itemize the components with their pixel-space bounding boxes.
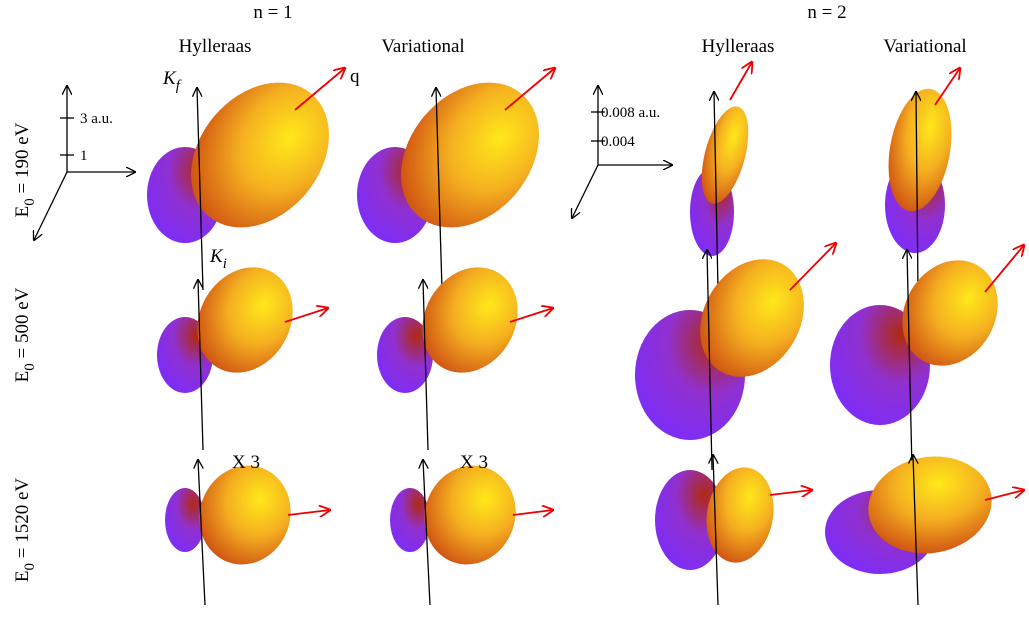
vector-label: q [350, 66, 360, 87]
scale-label: 0.004 [601, 134, 635, 150]
row-rest: = 500 eV [12, 287, 33, 363]
column-group: n = 2 [807, 2, 846, 23]
row-rest: = 1520 eV [12, 478, 33, 563]
axis-triad [34, 86, 672, 240]
factor-label: X 3 [232, 452, 260, 473]
q-vector [935, 68, 960, 105]
q-vector [790, 243, 836, 290]
row-sub: 0 [22, 563, 38, 571]
column-header: Variational [883, 36, 966, 57]
column-header: Hylleraas [702, 36, 775, 57]
row-rest: = 190 eV [12, 122, 33, 198]
q-vector [730, 62, 752, 100]
row-label: E0 = 1520 eV [12, 478, 38, 583]
row-symbol: E [12, 371, 33, 383]
q-vector [288, 510, 330, 515]
row-label: E0 = 500 eV [12, 287, 38, 382]
figure: n = 1 n = 2 Hylleraas Variational Hyller… [0, 0, 1029, 612]
factor-label: X 3 [460, 452, 488, 473]
scale-label: 3 a.u. [80, 111, 113, 127]
row-sub: 0 [22, 363, 38, 371]
q-vector [770, 490, 812, 495]
lobe-small [165, 488, 205, 552]
lobe-small [390, 488, 430, 552]
row-sub: 0 [22, 198, 38, 206]
row-symbol: E [12, 571, 33, 583]
q-vector [513, 510, 553, 515]
vector-label: Ki [209, 246, 227, 272]
scale-label: 1 [80, 148, 88, 164]
scale-label: 0.008 a.u. [601, 105, 660, 121]
column-header: Variational [381, 36, 464, 57]
column-group: n = 1 [253, 2, 292, 23]
q-vector [985, 245, 1024, 292]
vector-label: Kf [162, 68, 182, 94]
row-label: E0 = 190 eV [12, 122, 38, 217]
row-symbol: E [12, 206, 33, 218]
column-header: Hylleraas [179, 36, 252, 57]
